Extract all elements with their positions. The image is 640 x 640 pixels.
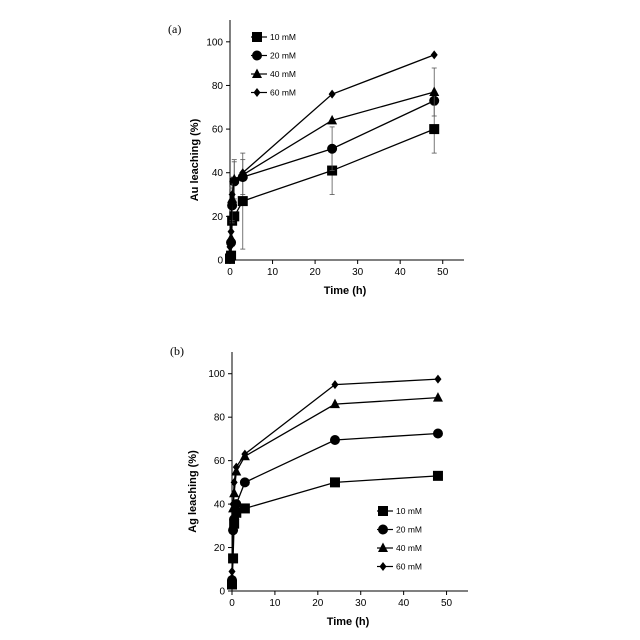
x-tick-label: 0 <box>229 598 235 609</box>
chart-panel-b: (b) 0 20 40 60 80 100 0 10 20 30 40 50 Time (h) Ag lea… <box>170 344 468 628</box>
data-point <box>331 380 338 389</box>
legend-label: 20 mM <box>270 51 296 61</box>
y-axis-title: Au leaching (%) <box>189 118 201 201</box>
data-point <box>238 196 248 206</box>
panel-label: (a) <box>168 22 181 36</box>
legend-label: 20 mM <box>396 525 422 535</box>
x-tick-label: 40 <box>398 598 410 609</box>
data-point <box>433 471 443 481</box>
legend-label: 40 mM <box>270 69 296 79</box>
x-tick-label: 10 <box>267 267 279 278</box>
legend-marker <box>254 88 261 97</box>
legend-label: 10 mM <box>270 32 296 42</box>
legend-label: 40 mM <box>396 543 422 553</box>
legend-marker <box>252 69 262 79</box>
data-point <box>229 567 236 576</box>
data-point <box>433 428 443 438</box>
x-tick-label: 50 <box>437 267 449 278</box>
data-point <box>429 87 439 97</box>
x-tick-label: 50 <box>441 598 453 609</box>
y-tick-label: 60 <box>212 125 224 136</box>
x-tick-label: 0 <box>227 267 233 278</box>
data-point <box>240 503 250 513</box>
panel-label: (b) <box>170 344 184 358</box>
legend: 10 mM 20 mM 40 mM 60 mM <box>377 506 422 572</box>
y-tick-label: 0 <box>219 587 225 598</box>
legend-label: 60 mM <box>396 562 422 572</box>
y-tick-label: 80 <box>212 81 224 92</box>
x-tick-label: 20 <box>310 267 322 278</box>
data-point <box>330 435 340 445</box>
legend-marker <box>252 32 262 42</box>
x-axis-title: Time (h) <box>324 285 367 297</box>
x-tick-label: 10 <box>269 598 281 609</box>
y-tick-label: 100 <box>208 369 225 380</box>
data-point <box>433 392 443 402</box>
y-tick-label: 60 <box>214 456 226 467</box>
data-point <box>330 477 340 487</box>
data-point <box>431 50 438 59</box>
x-tick-label: 40 <box>395 267 407 278</box>
chart-panel-a: (a) 0 20 40 60 80 100 0 10 20 30 40 50 Time (h) Au lea… <box>168 20 464 297</box>
y-tick-label: 20 <box>214 543 226 554</box>
data-point <box>329 90 336 99</box>
data-point <box>429 124 439 134</box>
data-point <box>240 477 250 487</box>
y-tick-label: 80 <box>214 413 226 424</box>
y-axis-title: Ag leaching (%) <box>187 450 199 533</box>
data-point <box>327 144 337 154</box>
legend-marker <box>378 525 388 535</box>
y-tick-label: 40 <box>214 500 226 511</box>
data-point <box>228 227 235 236</box>
legend-label: 60 mM <box>270 88 296 98</box>
y-tick-label: 40 <box>212 168 224 179</box>
legend-marker <box>378 506 388 516</box>
x-tick-label: 30 <box>355 598 367 609</box>
data-point <box>229 514 239 524</box>
legend-marker <box>380 562 387 571</box>
x-tick-label: 20 <box>312 598 324 609</box>
legend-marker <box>378 543 388 553</box>
x-tick-label: 30 <box>352 267 364 278</box>
legend: 10 mM 20 mM 40 mM 60 mM <box>251 32 296 98</box>
y-tick-label: 100 <box>206 37 223 48</box>
y-tick-label: 0 <box>217 256 223 267</box>
legend-label: 10 mM <box>396 506 422 516</box>
y-tick-label: 20 <box>212 212 224 223</box>
x-axis-title: Time (h) <box>327 616 370 628</box>
data-point <box>434 375 441 384</box>
legend-marker <box>252 51 262 61</box>
